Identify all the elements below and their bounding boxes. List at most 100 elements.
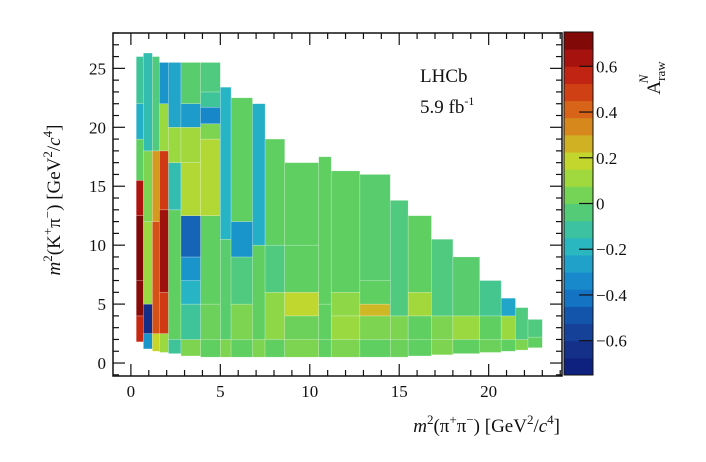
heatmap-cell [264,339,286,358]
title-part: 2 [427,412,434,427]
heatmap-cell [318,303,332,340]
heatmap-cell [230,303,253,340]
heatmap-cell [452,256,481,317]
heatmap-cell [431,339,454,356]
colorbar-segment [564,306,593,325]
heatmap-cell [135,56,144,105]
heatmap-cell [135,103,144,140]
heatmap-cell [159,292,169,334]
title-part: π [457,416,467,437]
heatmap-cell [527,319,543,338]
colorbar: −0.6 −0.4 −0.2 0 0.2 0.4 0.6 [563,31,627,376]
heatmap-cell [264,292,286,340]
colorbar-segment [564,66,593,84]
y-tick-label: 15 [89,177,106,196]
heatmap-cell [159,150,169,211]
colorbar-tick-label: 0.6 [596,57,617,76]
colorbar-tick-label: −0.2 [596,240,627,259]
heatmap-cell [168,62,182,128]
heatmap-cell [230,339,253,358]
colorbar-segment [564,32,593,50]
heatmap-cell [252,103,266,246]
title-part: c [44,137,65,146]
title-part: ] [44,125,65,131]
heatmap-cell [152,333,160,352]
heatmap-cell [143,303,153,334]
heatmap-cell [431,315,454,340]
heatmap-cell [220,86,232,240]
heatmap-cell [389,339,409,358]
title-part: π [44,218,65,228]
heatmap-cell [180,303,201,340]
y-tick-label: 25 [89,59,106,78]
heatmap-cell [407,215,432,293]
title-part: 2 [40,255,55,262]
y-tick-label: 0 [98,354,107,373]
title-part: 4 [40,130,55,137]
heatmap-cell [500,315,516,340]
heatmap-cell [152,221,160,334]
x-axis-title: m2(π+π−) [GeV2/c4] [413,412,560,437]
heatmap-cell [389,200,409,317]
heatmap-cell [180,126,201,163]
heatmap-cell [230,256,253,305]
heatmap-cell [135,180,144,216]
heatmap-cell [168,162,182,211]
colorbar-segment [564,289,593,307]
colorbar-segment [564,49,593,67]
heatmap-cell [527,336,543,349]
heatmap-cell [264,244,286,293]
experiment-label: LHCb [420,66,468,87]
title-part: m [413,416,427,437]
colorbar-segment [564,340,593,359]
x-tick-label: 15 [391,382,408,401]
heatmap-cell [284,339,320,358]
axes: 0 5 10 15 20 0 5 10 15 20 25 [89,32,562,401]
heatmap-cell [200,303,221,340]
heatmap-cell [143,221,153,305]
colorbar-tick-label: 0.4 [596,103,618,122]
title-part: − [40,211,55,218]
colorbar-segment [564,100,593,119]
colorbar-segment [564,272,593,290]
heatmap-cell [359,174,391,281]
heatmap-cell [152,56,160,152]
colorbar-segment [564,203,593,222]
colorbar-segment [564,254,593,273]
heatmap-cell [230,97,253,222]
heatmap-cell [135,138,144,181]
heatmap-cell [452,315,481,340]
heatmap-cell [407,315,432,340]
heatmap-cell [330,170,361,293]
y-tick-label: 20 [89,118,106,137]
heatmap-cell [168,209,182,340]
heatmap-cell [200,215,221,305]
heatmap-cell [284,315,320,340]
title-part: / [533,416,539,437]
heatmap-cell [330,315,361,340]
heatmap-cell [330,339,361,358]
heatmap-cell [359,280,391,305]
luminosity-label: 5.9 fb-1 [420,94,474,118]
heatmap-cell [159,62,169,105]
heatmap-cell [318,339,332,358]
title-part: 2 [40,151,55,158]
heatmap-cell [318,156,332,305]
x-tick-label: 10 [301,382,318,401]
heatmap-cell [220,339,232,358]
x-tick-label: 0 [127,382,136,401]
heatmap-cell [431,238,454,317]
colorbar-tick-label: −0.4 [596,286,627,305]
y-axis-title: m2(K+π−) [GeV2/c4] [40,125,65,276]
colorbar-segment [564,83,593,102]
heatmap-cell [180,215,201,258]
colorbar-segment [564,357,593,376]
heatmap-cell [152,150,160,222]
title-part: ) [GeV [44,157,65,211]
title-part: 4 [547,412,554,427]
heatmap-cell [452,339,481,354]
heatmap-cell [359,303,391,317]
colorbar-segment [564,220,593,239]
title-part: 2 [527,412,534,427]
title-part: ] [554,416,560,437]
